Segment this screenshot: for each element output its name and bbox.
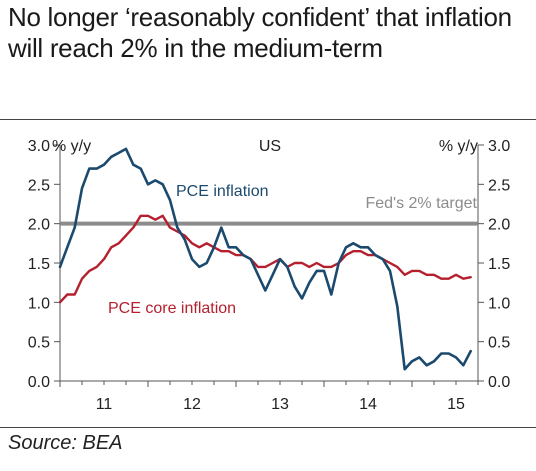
y-tick-label-right: 0.0 — [488, 374, 510, 391]
series-label-pce-core-inflation: PCE core inflation — [108, 300, 236, 317]
series-line-pce-core-inflation — [58, 214, 472, 304]
series-line-pce-inflation — [58, 147, 473, 371]
region-label: US — [259, 138, 281, 155]
x-tick-label: 11 — [96, 396, 113, 413]
y-tick-label-right: 2.0 — [488, 217, 510, 234]
y-tick-label-left: 0.5 — [28, 335, 50, 352]
y-tick-label-right: 1.5 — [488, 256, 510, 273]
y-tick-label-right: 1.0 — [488, 295, 510, 312]
x-tick-label: 15 — [447, 396, 465, 413]
source-note: Source: BEA — [8, 432, 123, 454]
y-tick-label-right: 3.0 — [488, 138, 510, 155]
left-axis-unit-label: % y/y — [52, 138, 91, 155]
y-tick-label-left: 0.0 — [28, 374, 50, 391]
right-axis-unit-label: % y/y — [439, 138, 478, 155]
y-tick-label-left: 3.0 — [28, 138, 50, 155]
reference-line-label: Fed's 2% target — [365, 195, 477, 212]
y-tick-label-left: 2.0 — [28, 217, 50, 234]
top-rule — [0, 119, 536, 120]
chart-title: No longer ‘reasonably confident’ that in… — [8, 2, 512, 63]
y-tick-label-right: 0.5 — [488, 335, 510, 352]
x-tick-label: 14 — [359, 396, 377, 413]
y-tick-label-left: 1.0 — [28, 295, 50, 312]
y-tick-label-right: 2.5 — [488, 177, 510, 194]
bottom-rule — [0, 427, 536, 428]
y-tick-label-left: 1.5 — [28, 256, 50, 273]
y-tick-label-left: 2.5 — [28, 177, 50, 194]
series-label-pce-inflation: PCE inflation — [176, 183, 269, 200]
x-tick-label: 12 — [183, 396, 201, 413]
x-tick-label: 13 — [271, 396, 289, 413]
